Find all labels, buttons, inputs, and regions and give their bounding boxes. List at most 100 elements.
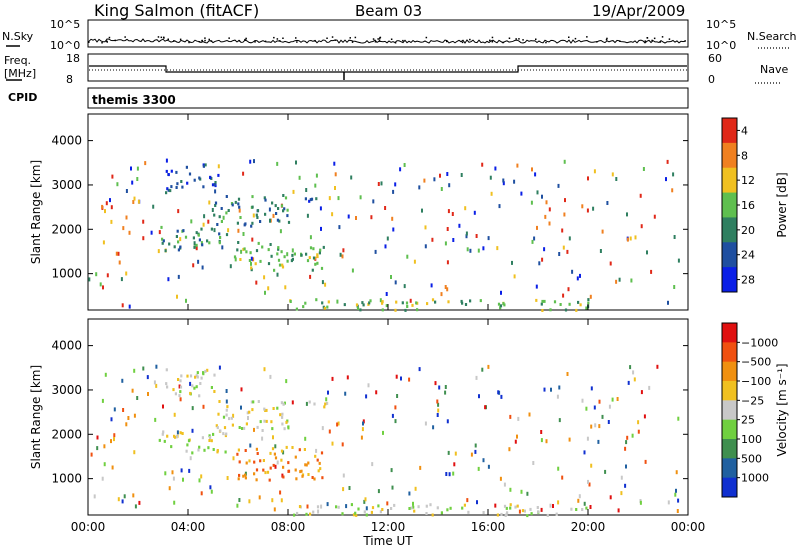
echo-cell [432,425,435,430]
echo-cell [250,268,253,272]
echo-cell [356,307,360,310]
echo-cell [282,465,285,469]
echo-cell [508,447,511,452]
colorbar-tick-label: 16 [741,199,755,212]
echo-cell [256,209,260,213]
noise-dot [651,39,653,42]
echo-cell [255,249,259,253]
echo-cell [163,439,166,443]
echo-cell [394,419,397,424]
echo-cell [540,302,543,306]
echo-cell [575,508,578,511]
echo-cell [307,461,310,465]
echo-cell [514,505,517,509]
echo-cell [558,418,561,423]
echo-cell [303,448,306,451]
echo-cell [271,498,274,503]
echo-cell [277,258,281,262]
echo-cell [413,259,416,264]
echo-cell [132,200,135,204]
echo-cell [191,428,194,433]
echo-cell [418,367,421,372]
echo-cell [244,473,247,477]
echo-cell [232,413,235,418]
echo-cell [350,175,353,180]
echo-cell [274,464,277,469]
echo-cell [630,278,633,283]
colorbar-swatch [722,192,737,218]
echo-cell [263,196,266,200]
echo-cell [281,412,284,416]
echo-cell [339,252,342,257]
echo-cell [447,450,450,455]
echo-cell [191,406,194,411]
echo-cell [360,435,363,440]
echo-cell [469,248,472,253]
echo-cell [568,236,571,241]
echo-cell [164,471,167,476]
echo-cell [509,487,512,492]
echo-cell [639,193,642,198]
echo-cell [327,300,330,304]
noise-dot [188,41,190,44]
echo-cell [509,503,512,507]
echo-cell [261,429,264,432]
echo-cell [185,298,187,303]
echo-cell [577,300,580,304]
echo-cell [230,416,233,420]
echo-cell [589,505,592,509]
echo-cell [424,421,427,426]
echo-cell [583,501,586,506]
echo-cell [304,197,307,201]
noise-dot [167,38,169,40]
colorbar-tick-label: −500 [741,356,771,369]
echo-cell [391,216,394,221]
echo-cell [487,464,490,469]
echo-cell [200,474,203,479]
echo-cell [202,164,205,168]
echo-cell [359,195,362,200]
echo-cell [587,176,589,181]
echo-cell [253,460,256,464]
echo-cell [411,303,414,307]
echo-cell [526,514,529,518]
echo-layer [90,364,680,518]
echo-cell [218,241,221,245]
echo-cell [312,256,316,260]
echo-cell [666,159,669,164]
echo-cell [315,197,318,201]
echo-cell [326,401,329,405]
echo-cell [581,204,584,209]
echo-cell [201,436,204,440]
echo-cell [249,251,252,255]
echo-cell [138,500,141,505]
colorbar-swatch [722,217,737,243]
echo-cell [310,197,314,201]
noise-dot [254,41,256,43]
echo-cell [372,199,375,204]
echo-cell [228,417,231,421]
colorbar-frame [721,322,738,498]
echo-cell [208,241,211,245]
echo-cell [394,280,397,285]
echo-cell [250,224,253,228]
echo-cell [175,235,178,238]
echo-cell [293,252,296,256]
echo-cell [306,213,309,218]
echo-cell [452,471,455,476]
echo-cell [182,229,185,233]
echo-cell [286,208,289,212]
echo-cell [320,266,324,270]
echo-cell [528,412,531,417]
noise-dot [378,39,381,41]
echo-cell [523,509,526,513]
echo-cell [313,402,316,406]
echo-cell [283,207,286,211]
echo-cell [367,383,370,388]
echo-cell [294,468,297,472]
echo-cell [362,421,364,426]
echo-cell [189,381,192,386]
noise-dot [619,40,621,42]
echo-cell [202,404,205,409]
echo-cell [269,374,272,379]
